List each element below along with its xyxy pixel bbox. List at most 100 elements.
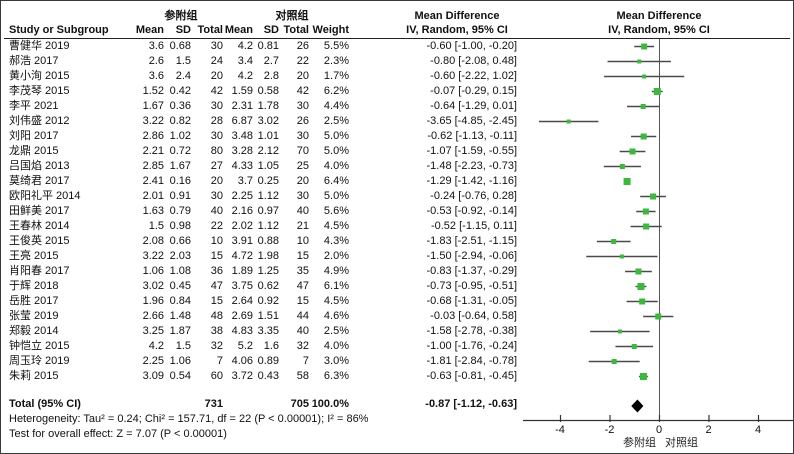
sd2-cell: 0.43 <box>257 370 279 382</box>
mean2-cell: 3.28 <box>231 145 253 157</box>
sd1-cell: 0.68 <box>169 40 191 52</box>
mean2-cell: 2.69 <box>231 310 253 322</box>
total-n1: 731 <box>204 398 223 410</box>
ci-text: -1.83 [-2.51, -1.15] <box>426 235 518 247</box>
summary-diamond <box>631 399 644 413</box>
total2-cell: 20 <box>296 175 309 187</box>
effect-marker <box>639 298 646 305</box>
mean1-cell: 3.6 <box>148 40 164 52</box>
mean2-cell: 2.16 <box>231 205 253 217</box>
mean2-cell: 1.89 <box>231 265 253 277</box>
axis-tick-label: 4 <box>755 424 761 436</box>
mean2-cell: 4.33 <box>231 160 253 172</box>
total1-cell: 10 <box>210 235 223 247</box>
mean2-cell: 2.02 <box>231 220 253 232</box>
ci-text: -0.03 [-0.64, 0.58] <box>430 310 517 322</box>
favours-right-label: 对照组 <box>665 437 698 449</box>
favours-left-label: 参附组 <box>623 437 656 449</box>
sd2-cell: 1.12 <box>257 220 279 232</box>
mean1-cell: 2.08 <box>142 235 164 247</box>
total2-cell: 10 <box>296 235 309 247</box>
total2-cell: 15 <box>296 295 309 307</box>
sd2-cell: 0.58 <box>257 85 279 97</box>
mean1-cell: 2.66 <box>142 310 164 322</box>
total1-cell: 80 <box>210 145 223 157</box>
effect-marker <box>653 88 661 95</box>
mean1-cell: 2.25 <box>142 355 164 367</box>
total1-cell: 40 <box>210 205 223 217</box>
heterogeneity-text: Heterogeneity: Tau² = 0.24; Chi² = 157.7… <box>9 413 369 425</box>
effect-marker <box>637 283 645 290</box>
ci-text: -0.24 [-0.76, 0.28] <box>430 190 517 202</box>
mean2-cell: 2.25 <box>231 190 253 202</box>
study-name: 刘阳 2017 <box>9 130 59 142</box>
sd2-cell: 0.88 <box>257 235 279 247</box>
sd2-cell: 3.02 <box>257 115 279 127</box>
study-name: 李茂琴 2015 <box>9 85 70 97</box>
ci-text: -0.68 [-1.31, -0.05] <box>426 295 518 307</box>
ci-text: -0.60 [-1.00, -0.20] <box>426 40 518 52</box>
total2-cell: 40 <box>296 205 309 217</box>
sd1-cell: 1.06 <box>169 355 191 367</box>
total2-cell: 25 <box>296 160 309 172</box>
sd1-cell: 0.98 <box>169 220 191 232</box>
total1-cell: 15 <box>210 295 223 307</box>
sd1-cell: 1.48 <box>169 310 191 322</box>
effect-marker <box>641 43 648 50</box>
sd1-cell: 0.16 <box>169 175 191 187</box>
total1-cell: 28 <box>210 115 223 127</box>
mean1-cell: 3.09 <box>142 370 164 382</box>
total2-cell: 22 <box>296 55 309 67</box>
total1-cell: 48 <box>210 310 223 322</box>
group2-header: 对照组 <box>275 10 309 22</box>
weight-cell: 6.2% <box>323 85 349 97</box>
weight-cell: 4.5% <box>323 295 349 307</box>
study-name: 田鲜美 2017 <box>9 205 70 217</box>
total2-cell: 35 <box>296 265 309 277</box>
total2-cell: 30 <box>296 100 309 112</box>
ci-text: -0.53 [-0.92, -0.14] <box>426 205 518 217</box>
sd1-cell: 0.84 <box>169 295 191 307</box>
weight-cell: 4.6% <box>323 310 349 322</box>
effect-marker <box>655 313 662 320</box>
sd1-cell: 0.45 <box>169 280 191 292</box>
ci-text: -1.58 [-2.78, -0.38] <box>426 325 518 337</box>
effect-marker <box>619 254 624 259</box>
sd2-cell: 1.25 <box>257 265 279 277</box>
ci-text: -1.29 [-1.42, -1.16] <box>426 175 518 187</box>
effect-marker <box>611 239 617 244</box>
effect-marker <box>650 193 657 200</box>
study-name: 周玉玲 2019 <box>9 355 70 367</box>
total1-cell: 27 <box>210 160 223 172</box>
study-name: 王亮 2015 <box>9 250 59 262</box>
axis-tick-label: -2 <box>605 424 615 436</box>
mean2-cell: 3.4 <box>237 55 253 67</box>
mean2-cell: 4.2 <box>237 70 253 82</box>
total-n2: 705 <box>290 398 309 410</box>
mean1-cell: 2.21 <box>142 145 164 157</box>
study-name: 钟恺立 2015 <box>9 340 70 352</box>
total2-cell: 20 <box>296 70 309 82</box>
mean1-cell: 4.2 <box>148 340 164 352</box>
effect-marker <box>640 133 647 140</box>
effect-marker <box>619 164 625 169</box>
mean2-cell: 4.83 <box>231 325 253 337</box>
study-name: 吕国焰 2013 <box>9 160 70 172</box>
sd1-cell: 1.02 <box>169 130 191 142</box>
effect-marker <box>639 373 647 380</box>
study-name: 王春林 2014 <box>9 220 70 232</box>
sd2-cell: 2.12 <box>257 145 279 157</box>
mean1-cell: 1.52 <box>142 85 164 97</box>
ci-text: -1.48 [-2.23, -0.73] <box>426 160 518 172</box>
effect-marker <box>643 223 650 230</box>
total-ci-text: -0.87 [-1.12, -0.63] <box>425 398 517 410</box>
total2-cell: 44 <box>296 310 309 322</box>
total1-cell: 20 <box>210 175 223 187</box>
mean2-cell: 4.2 <box>237 40 253 52</box>
weight-cell: 2.5% <box>323 325 349 337</box>
study-name: 岳胜 2017 <box>9 295 59 307</box>
mean1-cell: 1.96 <box>142 295 164 307</box>
mean1-cell: 1.63 <box>142 205 164 217</box>
sd1-cell: 1.67 <box>169 160 191 172</box>
mean1-cell: 2.6 <box>148 55 164 67</box>
